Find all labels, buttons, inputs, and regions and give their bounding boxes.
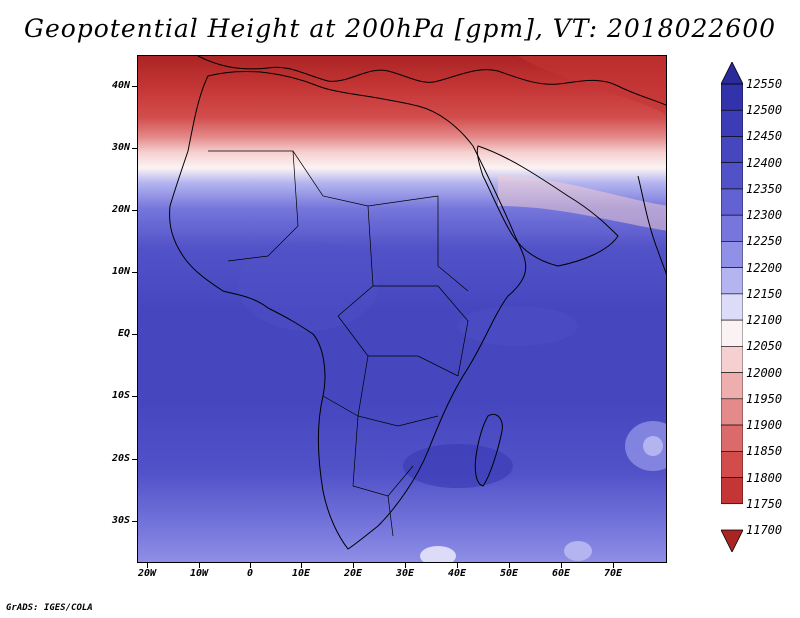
east-africa-patch [458, 306, 578, 346]
map-panel [137, 55, 667, 563]
arabia-coastline [476, 145, 619, 267]
lon-tick [301, 563, 302, 568]
lat-tick [132, 459, 137, 460]
lon-tick [353, 563, 354, 568]
colorbar-label: 12250 [746, 234, 783, 249]
central-africa-patch [238, 241, 378, 331]
lon-tick [613, 563, 614, 568]
lat-label-10n: 10N [111, 266, 130, 277]
lon-label-0: 0 [246, 568, 254, 579]
colorbar-label: 11950 [746, 391, 783, 406]
lat-tick [132, 396, 137, 397]
colorbar-box [721, 136, 743, 164]
plot-title: Geopotential Height at 200hPa [gpm], VT:… [23, 14, 777, 43]
indian-ocean-trough-core [643, 436, 663, 456]
colorbar-box [721, 83, 743, 111]
colorbar-box [721, 372, 743, 400]
south-light-spot [420, 546, 456, 562]
lat-tick [132, 272, 137, 273]
colorbar-label: 11700 [746, 523, 783, 537]
near-east-red-patch [518, 56, 666, 115]
lon-tick [250, 563, 251, 568]
colorbar-label: 11750 [746, 496, 783, 511]
colorbar-boxes [721, 83, 743, 505]
lon-label-20e: 20E [343, 568, 363, 579]
lon-tick [457, 563, 458, 568]
lon-label-40e: 40E [447, 568, 467, 579]
lon-tick [199, 563, 200, 568]
lon-label-10w: 10W [189, 568, 209, 579]
africa-coastline [169, 71, 527, 550]
lat-tick [132, 210, 137, 211]
grads-credit: GrADS: IGES/COLA [6, 603, 93, 613]
colorbar-arrow-bottom [721, 529, 743, 552]
lon-label-50e: 50E [499, 568, 519, 579]
lon-label-30e: 30E [395, 568, 415, 579]
colorbar [721, 62, 743, 552]
lat-label-40n: 40N [111, 80, 130, 91]
south-light-spot-east [564, 541, 592, 561]
colorbar-label: 11800 [746, 470, 783, 485]
colorbar-box [721, 188, 743, 216]
colorbar-box [721, 241, 743, 268]
country-borders [208, 150, 469, 537]
europe-coastline [197, 56, 666, 106]
lat-label-eq: EQ [117, 328, 130, 339]
colorbar-box [721, 214, 743, 242]
lat-tick [132, 86, 137, 87]
lon-label-20w: 20W [137, 568, 157, 579]
colorbar-label: 12050 [746, 339, 783, 354]
colorbar-arrow-top [721, 62, 743, 85]
colorbar-box [721, 293, 743, 321]
colorbar-box [721, 477, 743, 505]
coastlines [169, 56, 666, 550]
colorbar-box [721, 267, 743, 295]
colorbar-label: 11900 [746, 418, 783, 433]
colorbar-box [721, 319, 743, 347]
colorbar-label: 12500 [746, 103, 783, 118]
lat-tick [132, 148, 137, 149]
mozambique-high [403, 444, 513, 488]
colorbar-label: 12400 [746, 155, 783, 170]
lat-label-20n: 20N [111, 204, 130, 215]
india-coastline [637, 175, 666, 275]
colorbar-label: 12450 [746, 129, 783, 144]
colorbar-label: 12200 [746, 260, 783, 275]
madagascar-coastline [474, 413, 503, 487]
lat-label-30s: 30S [111, 515, 130, 526]
colorbar-label: 12150 [746, 286, 783, 301]
lon-label-60e: 60E [551, 568, 571, 579]
lat-label-20s: 20S [111, 453, 130, 464]
lon-tick [509, 563, 510, 568]
colorbar-label: 12300 [746, 208, 783, 223]
colorbar-box [721, 450, 743, 478]
lat-label-30n: 30N [111, 142, 130, 153]
colorbar-label: 12550 [746, 77, 783, 91]
colorbar-label: 12350 [746, 181, 783, 196]
colorbar-label: 11850 [746, 444, 783, 459]
colorbar-box [721, 398, 743, 426]
colorbar-label: 12000 [746, 365, 783, 380]
colorbar-label: 12100 [746, 313, 783, 328]
lat-tick [132, 521, 137, 522]
colorbar-box [721, 346, 743, 373]
lat-tick [132, 334, 137, 335]
contour-field [138, 56, 666, 562]
field-background [138, 56, 666, 562]
arabia-light-band [498, 176, 666, 231]
lon-tick [147, 563, 148, 568]
colorbar-box [721, 424, 743, 452]
lon-label-70e: 70E [603, 568, 623, 579]
lat-label-10s: 10S [111, 390, 130, 401]
colorbar-box [721, 162, 743, 190]
colorbar-box [721, 109, 743, 137]
lon-label-10e: 10E [291, 568, 311, 579]
lon-tick [405, 563, 406, 568]
lon-tick [561, 563, 562, 568]
colorbar-arrows [721, 62, 743, 552]
